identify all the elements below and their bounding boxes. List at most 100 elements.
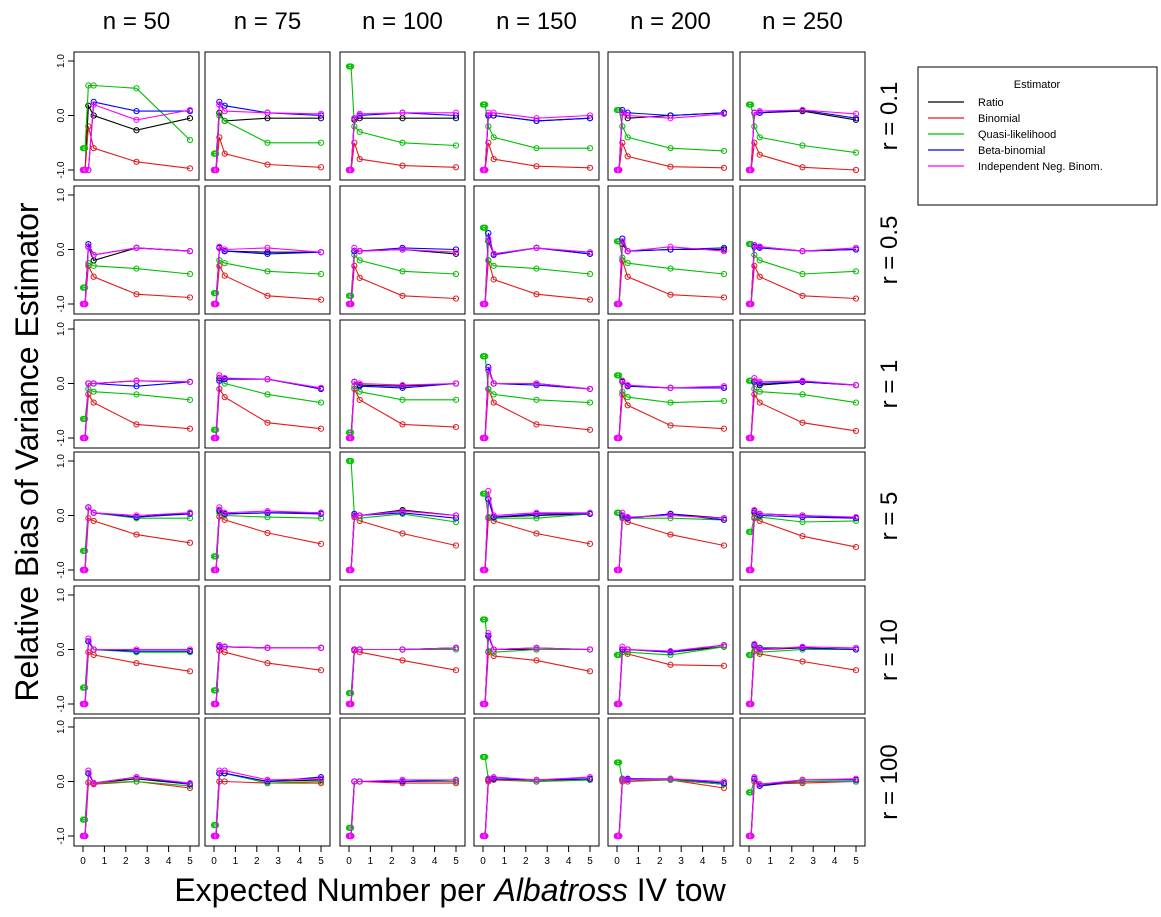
data-point (751, 774, 758, 781)
data-point (619, 643, 626, 650)
data-point (221, 246, 228, 253)
panel-frame (473, 451, 600, 581)
series-line-5 (483, 112, 591, 171)
data-point (482, 753, 489, 761)
data-point (624, 248, 631, 255)
y-tick-label: 0.0 (56, 508, 67, 522)
x-tick-label: 0 (211, 856, 217, 867)
x-tick-label: 5 (721, 856, 727, 867)
series-line-4 (349, 112, 457, 171)
y-tick-label: -1.0 (56, 561, 67, 579)
data-point (667, 265, 674, 272)
series-line-2 (617, 517, 725, 571)
data-point (619, 109, 626, 116)
series-line-5 (617, 111, 725, 171)
series-line-2 (617, 142, 725, 171)
series-line-5 (749, 244, 857, 305)
series-line-3 (83, 771, 191, 821)
data-point (799, 419, 806, 426)
panel-r2-c3 (339, 185, 466, 315)
data-point (586, 399, 594, 406)
x-tick-label: 1 (233, 856, 239, 867)
row-label-3: r = 1 (876, 360, 903, 409)
series-line-4 (83, 506, 191, 571)
series-line-5 (214, 770, 322, 837)
series-line-4 (617, 379, 724, 439)
data-point (533, 265, 540, 272)
series-line-4 (483, 635, 591, 705)
panel-r5-c3 (339, 585, 466, 715)
panel-frame (607, 185, 734, 315)
series-line-2 (483, 651, 591, 705)
data-point (482, 353, 489, 360)
data-point (482, 166, 489, 174)
series-line-2 (214, 387, 322, 439)
series-line-1 (349, 780, 456, 837)
data-point (619, 509, 626, 516)
row-labels: r = 0.1 r = 0.5 r = 1 r = 5 r = 10 r = 100 (876, 82, 903, 820)
series-line-5 (349, 779, 456, 837)
data-point (348, 832, 355, 840)
data-point (90, 646, 97, 653)
x-tick-label: 3 (275, 856, 281, 867)
x-axis-title: Expected Number per Albatross IV tow (174, 872, 726, 908)
panel-frame (339, 51, 466, 181)
data-point (264, 250, 271, 257)
data-point (213, 300, 220, 308)
data-point (133, 116, 140, 123)
series-line-2 (483, 517, 591, 571)
data-point (756, 151, 763, 158)
panel-frame (607, 451, 734, 581)
data-point (186, 539, 194, 546)
data-point (586, 270, 594, 278)
data-point (485, 235, 492, 242)
data-point (533, 244, 540, 251)
series-line-4 (749, 109, 857, 171)
panel-r1-c3 (339, 51, 466, 181)
data-point (90, 262, 97, 269)
series-line-4 (214, 378, 322, 439)
data-point (317, 270, 325, 278)
data-point (351, 244, 358, 251)
data-point (133, 158, 140, 165)
series-line-4 (349, 647, 457, 705)
data-point (452, 518, 460, 526)
data-point (356, 274, 363, 281)
panel-r2-c1: -1.0 0.0 1.0 (56, 185, 200, 315)
data-point (616, 832, 623, 840)
data-point (533, 163, 540, 170)
x-tick-label: 5 (587, 856, 593, 867)
panel-frame (204, 319, 331, 449)
x-tick-label: 3 (144, 856, 150, 867)
data-point (852, 149, 860, 156)
panel-frame (473, 319, 600, 449)
data-point (213, 566, 220, 574)
data-point (264, 391, 271, 398)
panel-frame (607, 51, 734, 181)
series-line-2 (749, 392, 857, 439)
panel-frame (739, 319, 866, 449)
series-line-5 (349, 246, 457, 305)
data-point (799, 106, 806, 114)
series-line-3 (349, 384, 456, 434)
data-point (452, 515, 460, 522)
data-point (317, 509, 325, 516)
data-point (748, 434, 755, 442)
data-point (485, 775, 492, 782)
y-tick-label: -1.0 (56, 161, 67, 179)
data-point (751, 506, 758, 514)
data-point (490, 156, 497, 163)
data-point (133, 244, 140, 251)
series-line-5 (214, 644, 321, 705)
data-point (852, 295, 860, 302)
data-point (133, 531, 140, 538)
data-point (186, 425, 194, 432)
x-tick-label: 4 (700, 856, 706, 867)
data-point (799, 643, 806, 650)
data-point (356, 128, 363, 135)
series-line-5 (749, 109, 857, 171)
series-line-2 (617, 651, 725, 705)
data-point (533, 509, 540, 516)
data-point (452, 424, 460, 431)
